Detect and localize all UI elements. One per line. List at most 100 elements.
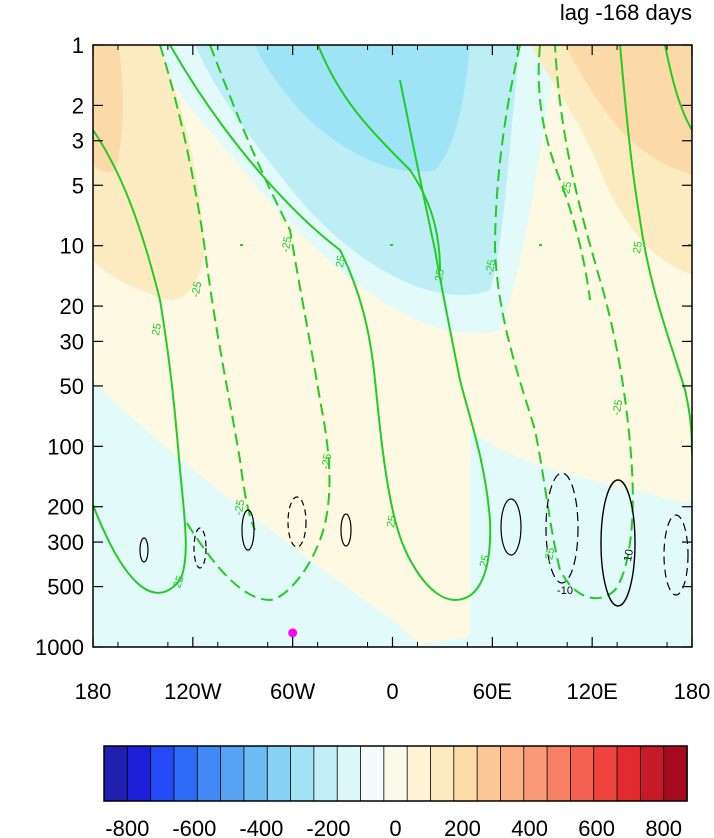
colorbar-swatch <box>360 745 385 802</box>
y-tick-label: 2 <box>72 93 84 118</box>
y-tick-label: 10 <box>60 234 84 259</box>
contour-label-neg10: -10 <box>557 585 573 597</box>
contour-label-neg25-h: -25 <box>543 547 558 565</box>
chart-title: lag -168 days <box>560 0 692 25</box>
colorbar <box>103 745 688 802</box>
colorbar-swatch <box>639 745 665 802</box>
colorbar-tick-label: 600 <box>578 816 615 838</box>
colorbar-swatch <box>593 745 618 802</box>
contour-label-25-f: 25 <box>478 554 493 569</box>
black-contour-2 <box>193 527 207 569</box>
x-tick-label: 180 <box>75 679 112 704</box>
black-contour-8 <box>600 479 636 607</box>
colorbar-swatch <box>570 745 595 802</box>
contour-label-25-c: 25 <box>334 254 348 268</box>
contour-label-25-a: 25 <box>150 322 164 336</box>
colorbar-frame <box>103 745 688 802</box>
black-contour-3 <box>241 509 255 551</box>
colorbar-swatch <box>243 745 268 802</box>
contour-label-neg25-d: -25 <box>320 453 335 471</box>
green-contour-dashed-1 <box>184 45 331 602</box>
colorbar-tick-label: 800 <box>645 816 682 838</box>
y-axis: 1 2 3 5 10 20 30 50 100 200 300 500 1000 <box>35 33 692 660</box>
colorbar-swatch <box>290 745 315 802</box>
field-band-blue-top <box>255 45 470 172</box>
colorbar-swatch <box>126 745 152 802</box>
colorbar-tick-label: -600 <box>172 816 216 838</box>
x-tick-label: 120W <box>164 679 222 704</box>
colorbar-swatch <box>313 745 338 802</box>
colorbar-swatch <box>500 745 525 802</box>
contour-labels: 25 25 -25 -25 -25 -25 25 25 25 25 -25 -2… <box>150 181 645 597</box>
y-tick-label: 300 <box>47 530 84 555</box>
green-contour-dashed-4 <box>537 45 591 301</box>
colorbar-swatch <box>173 745 198 802</box>
colorbar-swatch <box>616 745 642 802</box>
green-contour-solid-2 <box>169 45 492 602</box>
contour-label-neg25-c: -25 <box>233 499 248 517</box>
colorbar-tick-label: 0 <box>389 816 401 838</box>
y-tick-label: 50 <box>60 374 84 399</box>
colorbar-swatch <box>523 745 548 802</box>
contour-label-neg25-e: -25 <box>484 259 499 277</box>
contour-label-neg25-f: -25 <box>560 181 575 199</box>
black-contour-9 <box>663 514 689 596</box>
location-marker <box>288 628 298 638</box>
black-contour-1 <box>139 537 149 563</box>
field-band-orange-right <box>565 45 692 175</box>
green-dot-1 <box>240 244 243 246</box>
contour-label-25-d: 25 <box>385 514 399 528</box>
colorbar-swatch <box>103 745 129 802</box>
black-contour-6 <box>500 498 522 556</box>
y-tick-label: 30 <box>60 329 84 354</box>
colorbar-tick-label: -800 <box>105 816 149 838</box>
green-contour-solid-1 <box>93 129 187 594</box>
contour-label-neg25-b: -25 <box>280 236 295 254</box>
colorbar-swatch <box>430 745 455 802</box>
field-band-cyan-right <box>470 430 692 647</box>
green-contour-solid-5 <box>664 45 692 131</box>
contour-label-25-e: 25 <box>433 268 447 282</box>
green-dot-3 <box>539 244 542 246</box>
colorbar-swatch <box>150 745 175 802</box>
x-tick-label: 0 <box>386 679 398 704</box>
colorbar-swatch <box>196 745 222 802</box>
colorbar-tick-label: 400 <box>511 816 548 838</box>
y-tick-label: 5 <box>72 173 84 198</box>
x-tick-label: 120E <box>566 679 617 704</box>
y-tick-label: 500 <box>47 575 84 600</box>
green-dot-2 <box>390 244 393 246</box>
shaded-field <box>93 45 692 647</box>
colorbar-swatch <box>546 745 572 802</box>
x-axis: 180 120W 60W 0 60E 120E 180 <box>75 45 710 704</box>
y-tick-label: 1 <box>72 33 84 58</box>
colorbar-tick-label: -200 <box>306 816 350 838</box>
colorbar-swatch <box>266 745 292 802</box>
colorbar-swatch <box>476 745 502 802</box>
y-tick-label: 1000 <box>35 635 84 660</box>
colorbar-swatch <box>383 745 408 802</box>
contour-label-25-g: 25 <box>631 240 645 254</box>
colorbar-swatch <box>406 745 432 802</box>
colorbar-swatch <box>220 745 245 802</box>
contour-label-25-b: 25 <box>171 574 186 590</box>
contour-lines <box>93 45 692 607</box>
black-contour-5 <box>340 513 352 547</box>
y-tick-label: 3 <box>72 129 84 154</box>
y-tick-label: 20 <box>60 294 84 319</box>
contour-label-10: 10 <box>622 548 636 562</box>
field-band-pale-cyan-lower <box>93 380 420 647</box>
green-contour-solid-3 <box>317 45 441 271</box>
colorbar-swatch <box>663 745 688 802</box>
green-contour-dashed-3 <box>493 45 634 600</box>
black-contour-4 <box>287 496 307 548</box>
contour-label-neg25-a: -25 <box>190 281 205 299</box>
green-contour-solid-4 <box>619 45 692 456</box>
contour-label-neg25-g: -25 <box>611 399 626 417</box>
colorbar-tick-label: 200 <box>444 816 481 838</box>
green-dot-4 <box>688 244 691 246</box>
x-tick-label: 60W <box>270 679 315 704</box>
y-tick-label: 100 <box>47 434 84 459</box>
y-tick-label: 200 <box>47 495 84 520</box>
